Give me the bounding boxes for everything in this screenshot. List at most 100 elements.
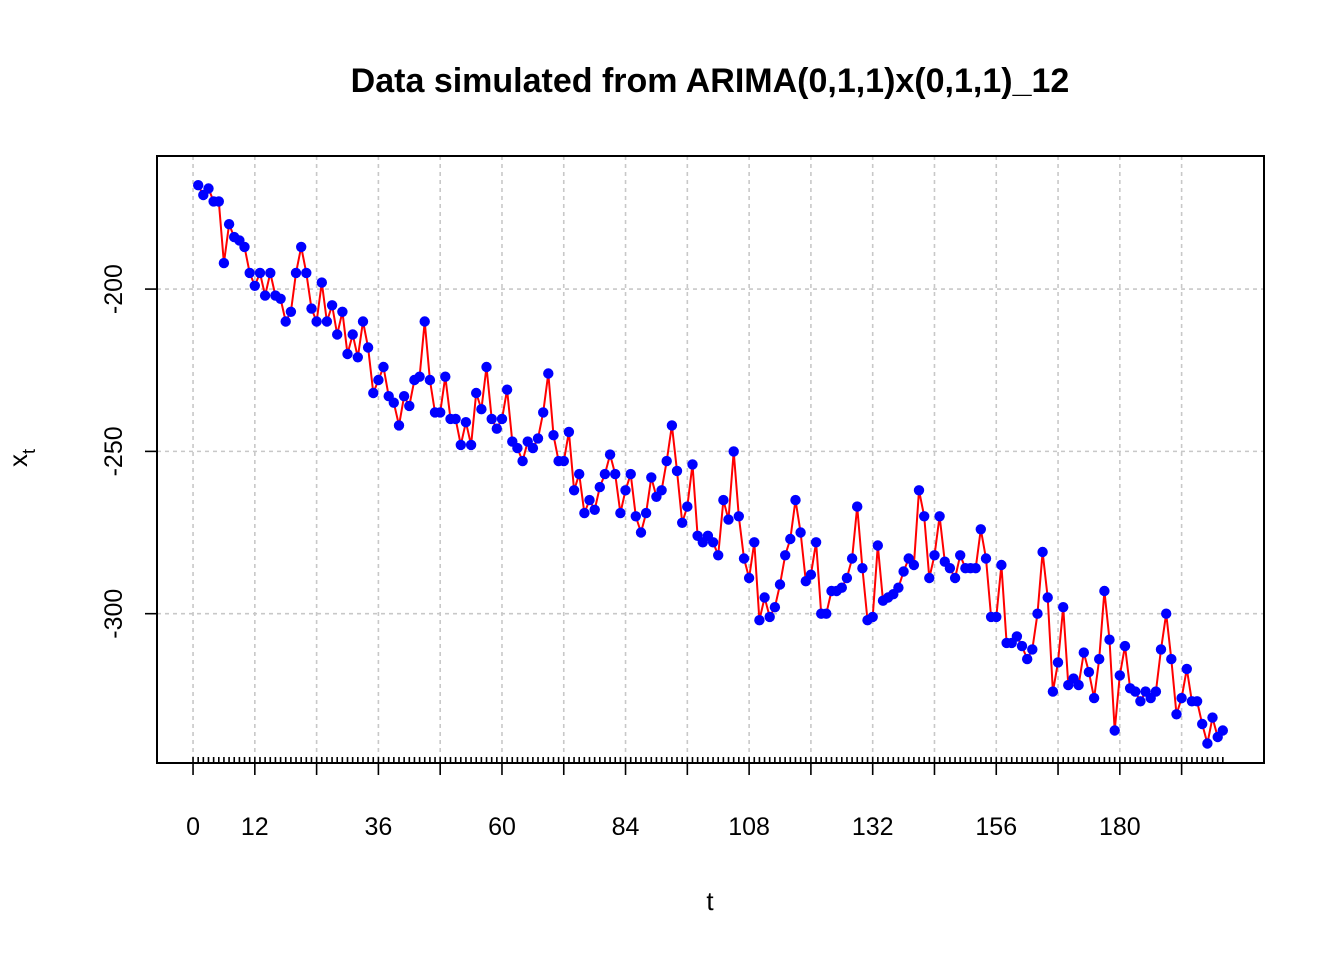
data-point <box>841 572 853 584</box>
data-point <box>604 449 616 460</box>
data-point <box>991 611 1002 623</box>
data-point <box>259 290 271 301</box>
data-point <box>1083 666 1095 678</box>
data-point <box>795 527 806 538</box>
data-point <box>687 459 698 470</box>
data-point <box>218 257 230 269</box>
data-point <box>913 485 925 496</box>
data-point <box>718 494 729 506</box>
data-point <box>677 517 688 528</box>
x-tick-label: 36 <box>364 813 392 841</box>
data-point <box>594 481 605 493</box>
data-point <box>625 468 636 480</box>
data-point <box>203 183 214 194</box>
data-point <box>491 423 502 434</box>
data-point <box>1058 602 1069 613</box>
data-point <box>239 241 250 253</box>
data-point <box>424 374 436 386</box>
series-layer <box>193 180 1229 749</box>
data-point <box>1130 686 1141 697</box>
data-point <box>563 426 575 438</box>
data-point <box>1197 718 1208 730</box>
data-point <box>1021 653 1033 665</box>
data-point <box>671 465 683 477</box>
data-point <box>254 267 266 279</box>
data-point <box>347 329 358 340</box>
data-point <box>1047 686 1059 697</box>
x-tick-label: 108 <box>728 813 770 841</box>
data-point <box>919 511 930 522</box>
data-point <box>316 277 327 288</box>
data-point <box>774 579 786 590</box>
x-tick-label: 60 <box>488 813 516 841</box>
chart-title: Data simulated from ARIMA(0,1,1)x(0,1,1)… <box>351 62 1070 100</box>
data-point <box>857 563 868 574</box>
data-point <box>326 300 338 311</box>
data-point <box>666 420 678 431</box>
data-point <box>460 417 472 428</box>
data-point <box>893 582 904 593</box>
y-axis-label-group: xt <box>3 449 39 467</box>
data-point <box>337 306 348 317</box>
x-tick-label: 84 <box>612 813 640 841</box>
data-point <box>548 430 559 441</box>
data-point <box>785 533 796 545</box>
data-point <box>352 352 363 363</box>
data-point <box>656 485 667 496</box>
data-point <box>707 537 719 548</box>
data-point <box>440 371 451 382</box>
data-point <box>759 592 770 603</box>
data-point <box>810 537 822 548</box>
data-point <box>1161 608 1172 619</box>
data-point <box>543 368 554 379</box>
data-point <box>568 485 580 496</box>
data-point <box>589 504 600 515</box>
data-point <box>496 413 508 425</box>
series-line <box>197 184 1224 745</box>
data-point <box>980 553 992 564</box>
data-point <box>1088 692 1100 704</box>
data-point <box>450 413 461 425</box>
data-point <box>1114 670 1126 681</box>
data-point <box>599 468 611 480</box>
data-point <box>527 442 539 454</box>
data-point <box>1042 592 1053 603</box>
data-point <box>512 442 523 454</box>
data-point <box>435 407 446 418</box>
y-tick-label: -250 <box>100 426 128 476</box>
data-point <box>949 572 961 584</box>
data-point <box>357 316 369 327</box>
data-point <box>934 511 945 522</box>
data-point <box>265 267 276 279</box>
data-point <box>682 501 693 512</box>
data-point <box>996 559 1007 571</box>
data-point <box>769 602 781 613</box>
y-tick-label: -200 <box>100 264 128 314</box>
data-point <box>373 374 384 386</box>
data-point <box>471 387 482 399</box>
data-point <box>296 241 307 253</box>
data-point <box>393 420 405 431</box>
data-point <box>414 371 425 382</box>
data-point <box>584 494 595 506</box>
data-point <box>970 563 981 574</box>
data-point <box>1202 738 1213 749</box>
data-point <box>713 550 724 561</box>
data-point <box>1037 546 1048 558</box>
data-point <box>321 316 333 327</box>
data-point <box>306 303 317 314</box>
data-point <box>1166 653 1177 665</box>
data-point <box>620 485 631 496</box>
data-point <box>1181 663 1193 675</box>
data-point <box>908 559 920 571</box>
data-point <box>1078 647 1090 658</box>
y-tick-label: -300 <box>100 589 128 639</box>
data-point <box>1094 653 1105 665</box>
data-point <box>805 569 817 580</box>
data-point <box>738 553 750 564</box>
data-point <box>486 413 497 425</box>
data-point <box>975 524 986 535</box>
data-point <box>1099 585 1110 597</box>
axes: 0 12 36 60 84 108 132 156 180 -200 -250 -300 <box>100 264 1224 841</box>
